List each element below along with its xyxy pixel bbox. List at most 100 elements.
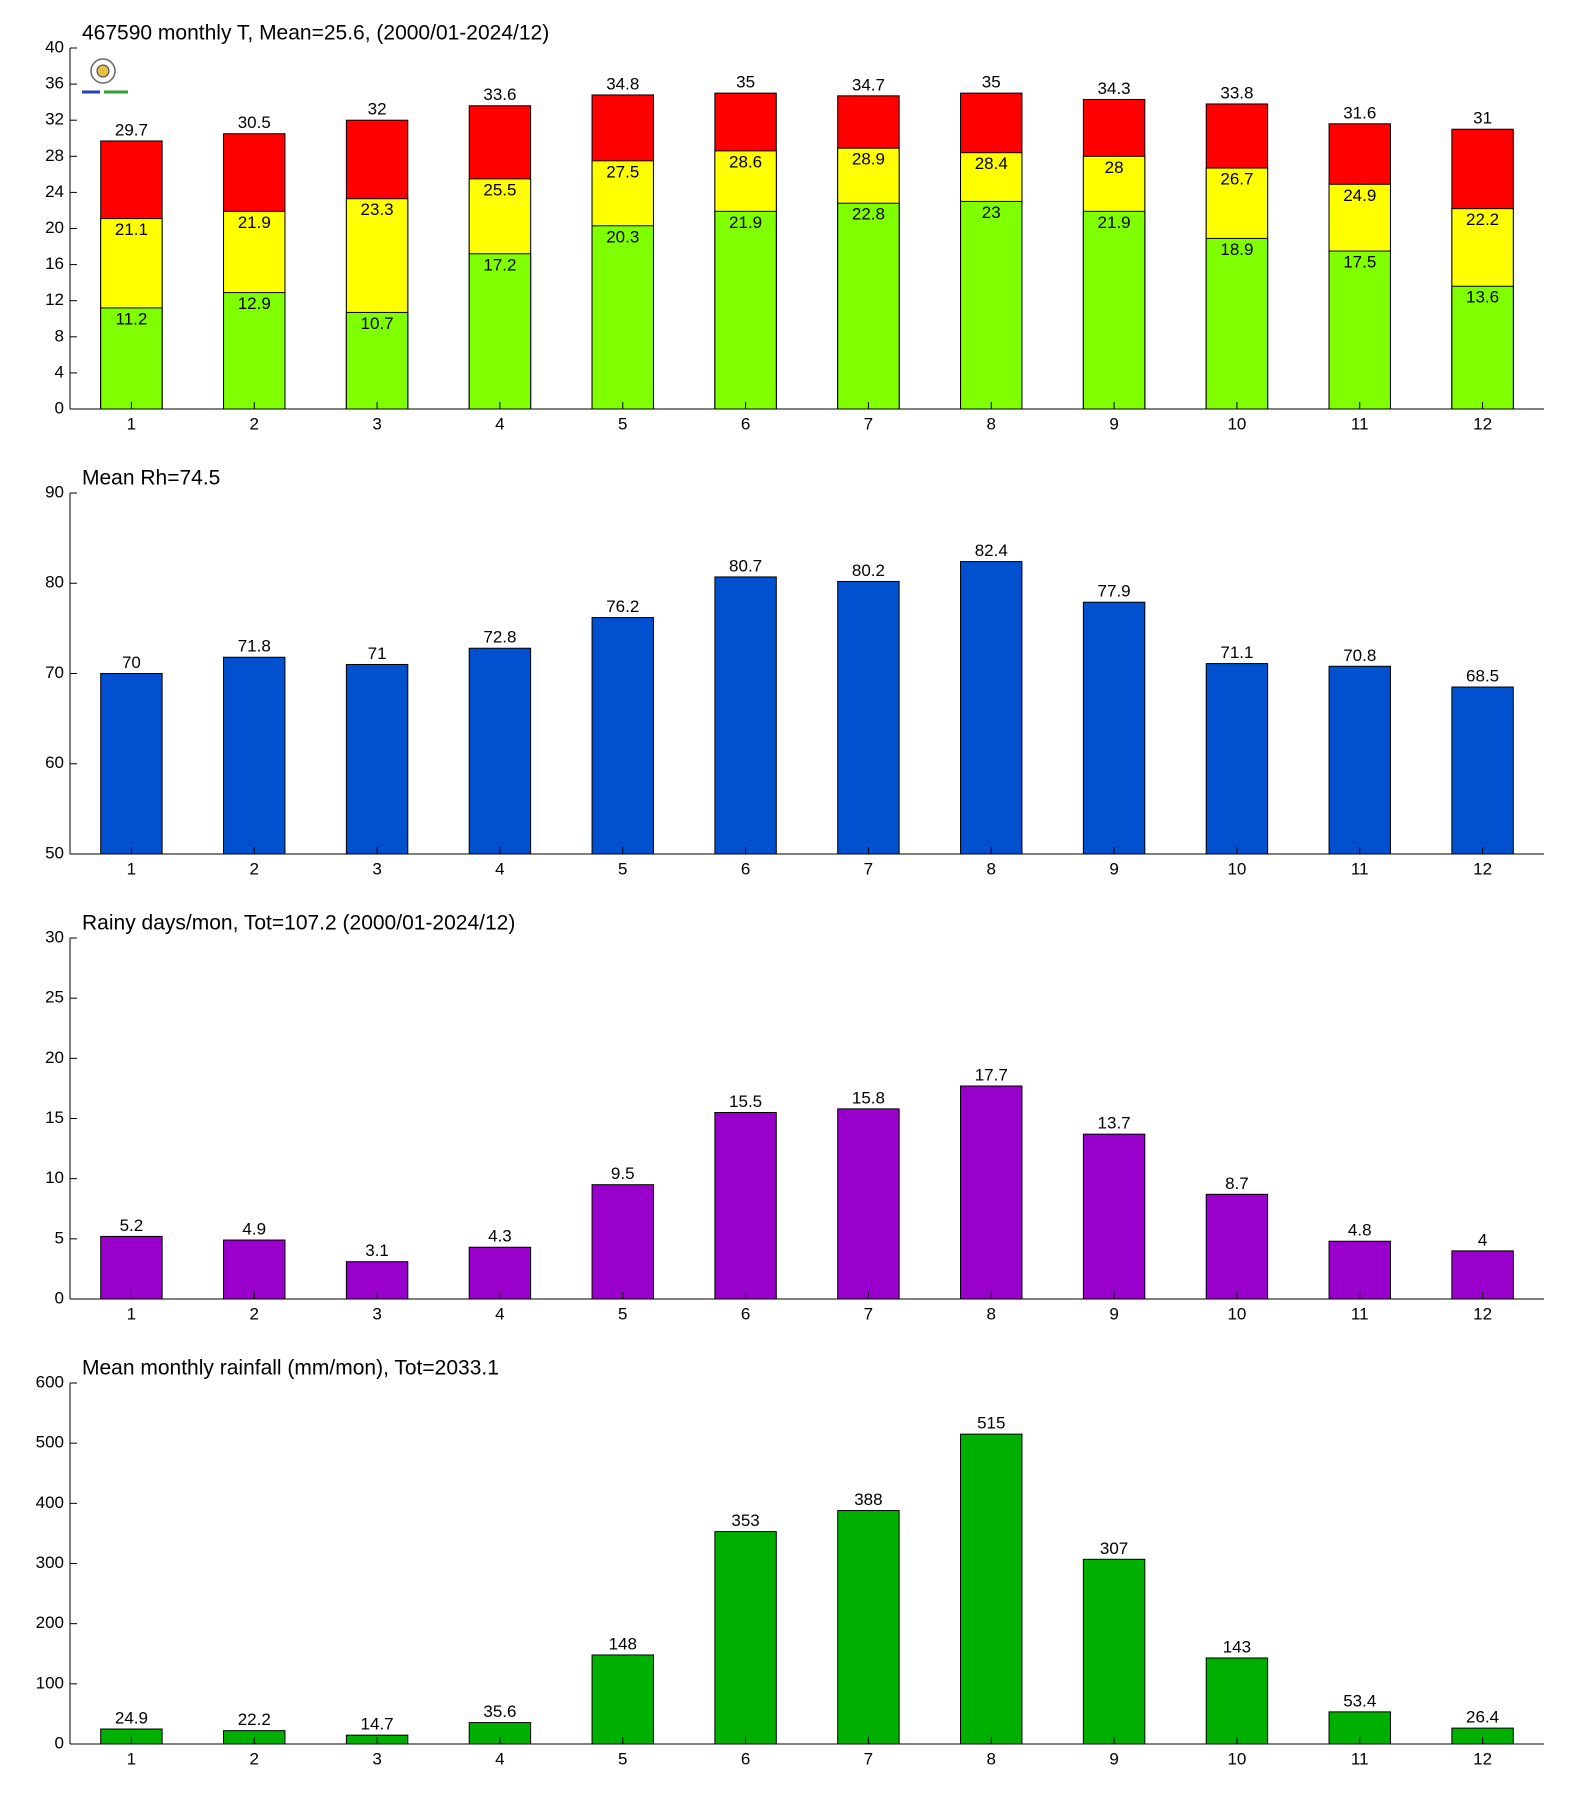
value-label: 388 <box>854 1490 882 1509</box>
value-label: 21.9 <box>1098 213 1131 232</box>
y-tick-label: 0 <box>55 398 64 417</box>
value-label: 24.9 <box>1343 186 1376 205</box>
value-label: 23.3 <box>361 200 394 219</box>
x-tick-label: 9 <box>1109 1304 1118 1323</box>
bar <box>1451 1250 1514 1300</box>
y-tick-label: 60 <box>45 753 64 772</box>
y-tick-label: 0 <box>55 1733 64 1752</box>
bar <box>100 307 163 410</box>
value-label: 22.8 <box>852 205 885 224</box>
value-label: 33.6 <box>483 85 516 104</box>
x-tick-label: 10 <box>1227 414 1246 433</box>
x-tick-label: 2 <box>250 859 259 878</box>
value-label: 35 <box>982 73 1001 92</box>
y-tick-label: 200 <box>36 1613 64 1632</box>
value-label: 12.9 <box>238 294 271 313</box>
value-label: 25.5 <box>483 180 516 199</box>
chart-title: Mean monthly rainfall (mm/mon), Tot=2033… <box>82 1357 499 1380</box>
value-label: 307 <box>1100 1539 1128 1558</box>
bar <box>1205 1657 1269 1745</box>
x-tick-label: 12 <box>1473 414 1492 433</box>
value-label: 4.3 <box>488 1227 512 1246</box>
chart-title: 467590 monthly T, Mean=25.6, (2000/01-20… <box>82 22 549 45</box>
x-tick-label: 4 <box>495 1749 504 1768</box>
value-label: 28 <box>1105 158 1124 177</box>
value-label: 70 <box>122 653 141 672</box>
value-label: 13.7 <box>1098 1114 1131 1133</box>
y-tick-label: 10 <box>45 1168 64 1187</box>
x-tick-label: 2 <box>250 414 259 433</box>
value-label: 34.7 <box>852 75 885 94</box>
value-label: 70.8 <box>1343 646 1376 665</box>
x-tick-label: 8 <box>987 1304 996 1323</box>
x-tick-label: 5 <box>618 1749 627 1768</box>
value-label: 17.5 <box>1343 253 1376 272</box>
bar <box>100 673 163 855</box>
value-label: 17.7 <box>975 1065 1008 1084</box>
bar <box>714 576 777 855</box>
bar <box>1451 285 1514 410</box>
x-tick-label: 6 <box>741 414 750 433</box>
bar <box>591 1654 654 1745</box>
value-label: 68.5 <box>1466 667 1499 686</box>
y-tick-label: 15 <box>45 1108 64 1127</box>
value-label: 35 <box>736 73 755 92</box>
value-label: 71 <box>368 644 387 663</box>
bar <box>1328 250 1391 410</box>
x-tick-label: 4 <box>495 414 504 433</box>
x-tick-label: 12 <box>1473 859 1492 878</box>
x-tick-label: 4 <box>495 1304 504 1323</box>
x-tick-label: 9 <box>1109 1749 1118 1768</box>
y-tick-label: 5 <box>55 1228 64 1247</box>
bar <box>1328 665 1391 855</box>
bar <box>1205 1193 1269 1300</box>
bar <box>1451 686 1514 855</box>
value-label: 30.5 <box>238 113 271 132</box>
value-label: 9.5 <box>611 1164 635 1183</box>
x-tick-label: 7 <box>864 1749 873 1768</box>
value-label: 28.6 <box>729 152 762 171</box>
value-label: 53.4 <box>1343 1691 1376 1710</box>
value-label: 31 <box>1473 109 1492 128</box>
value-label: 26.4 <box>1466 1708 1499 1727</box>
y-tick-label: 70 <box>45 663 64 682</box>
x-tick-label: 7 <box>864 414 873 433</box>
bar <box>223 292 286 410</box>
value-label: 10.7 <box>361 314 394 333</box>
x-tick-label: 11 <box>1351 859 1369 878</box>
x-tick-label: 12 <box>1473 1749 1492 1768</box>
bar <box>837 1510 900 1745</box>
y-tick-label: 80 <box>45 573 64 592</box>
x-tick-label: 5 <box>618 414 627 433</box>
value-label: 80.7 <box>729 556 762 575</box>
y-tick-label: 16 <box>45 254 64 273</box>
y-tick-label: 90 <box>45 482 64 501</box>
bar <box>960 1085 1023 1300</box>
value-label: 4 <box>1478 1230 1487 1249</box>
y-tick-label: 30 <box>45 927 64 946</box>
value-label: 33.8 <box>1220 83 1253 102</box>
x-tick-label: 5 <box>618 1304 627 1323</box>
value-label: 353 <box>731 1511 759 1530</box>
value-label: 80.2 <box>852 561 885 580</box>
x-tick-label: 3 <box>372 414 381 433</box>
bar <box>100 1235 163 1300</box>
value-label: 148 <box>609 1634 637 1653</box>
bar <box>1205 237 1269 410</box>
logo <box>82 58 128 94</box>
x-tick-label: 1 <box>127 414 136 433</box>
bar <box>714 1111 777 1300</box>
bar <box>714 1531 777 1745</box>
x-tick-label: 10 <box>1227 1304 1246 1323</box>
x-tick-label: 11 <box>1351 414 1369 433</box>
bar <box>714 210 777 410</box>
value-label: 20.3 <box>606 227 639 246</box>
bar <box>1328 1240 1391 1300</box>
bar <box>837 1108 900 1300</box>
value-label: 3.1 <box>365 1241 389 1260</box>
bar <box>468 647 532 855</box>
y-tick-label: 400 <box>36 1493 64 1512</box>
x-tick-label: 7 <box>864 1304 873 1323</box>
bar <box>960 561 1023 855</box>
y-tick-label: 36 <box>45 74 64 93</box>
